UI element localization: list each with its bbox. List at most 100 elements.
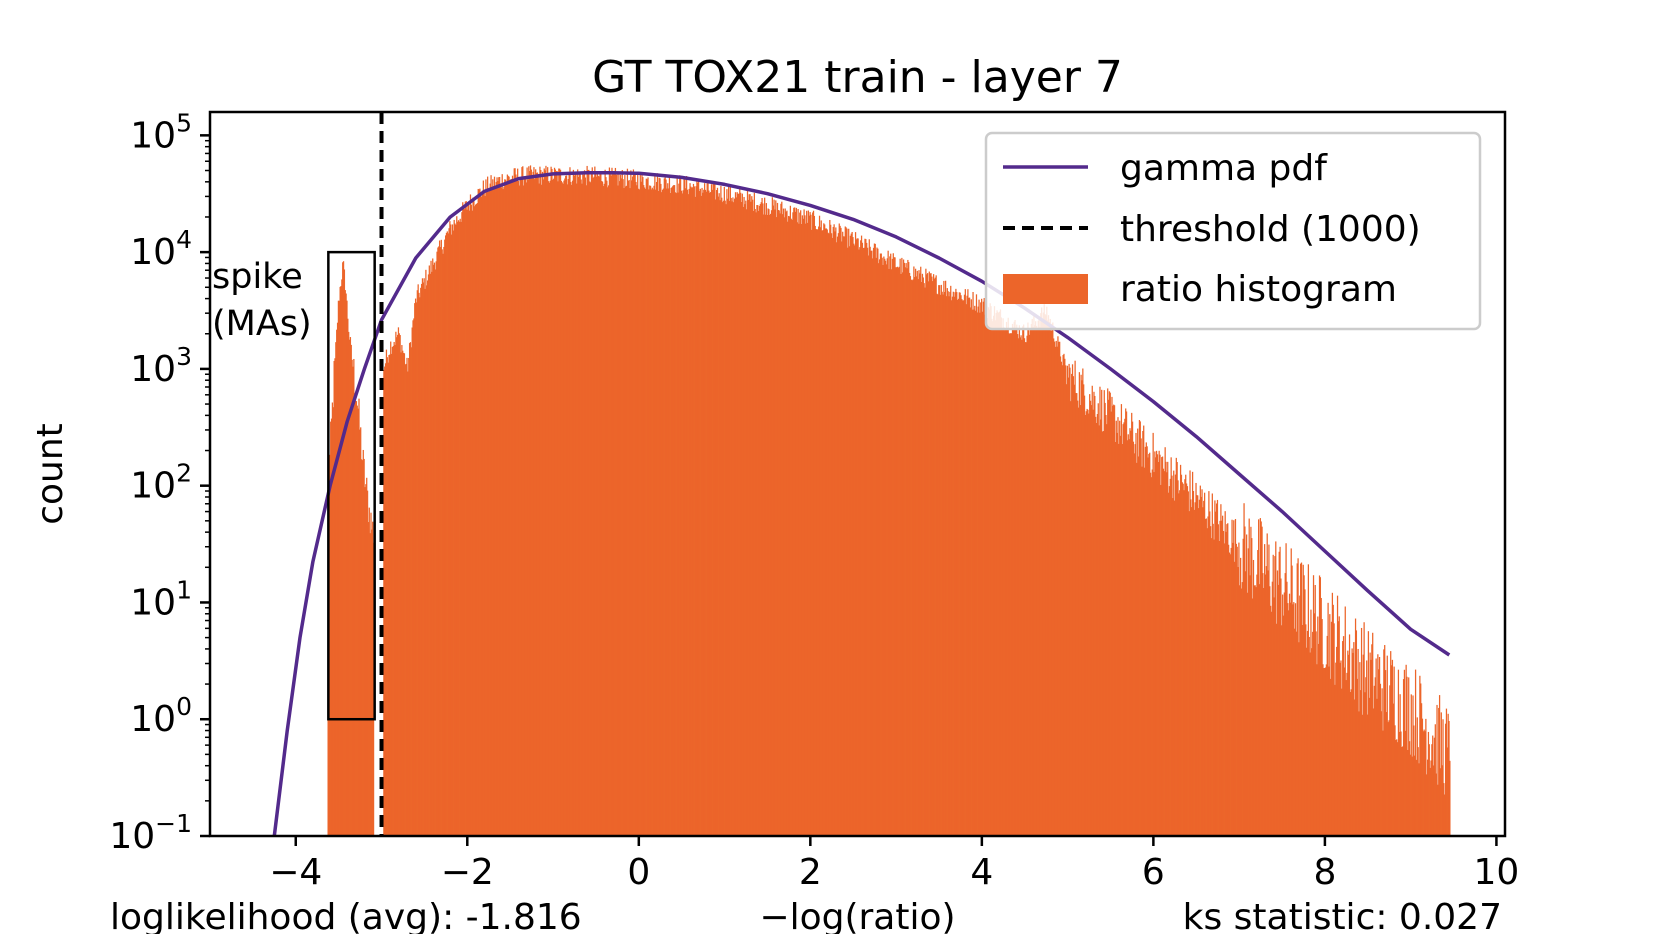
histogram-bar [1389, 685, 1391, 836]
histogram-bar [669, 193, 671, 836]
histogram-bar [1150, 477, 1153, 836]
histogram-bar [951, 296, 954, 836]
histogram-bar [395, 331, 397, 836]
histogram-bar [1335, 662, 1337, 836]
histogram-bar [725, 204, 727, 837]
histogram-bar [1056, 346, 1058, 836]
legend-histogram-label: ratio histogram [1120, 269, 1397, 310]
histogram-bar [909, 276, 912, 837]
histogram-bar [1409, 754, 1412, 836]
histogram-bar [1064, 358, 1066, 836]
histogram-bar [907, 259, 909, 836]
histogram-bar [1312, 631, 1314, 836]
histogram-bar [1346, 672, 1348, 836]
histogram-bar [1319, 577, 1322, 836]
histogram-bar [1168, 486, 1171, 836]
histogram-bar [655, 181, 658, 837]
histogram-bar [1119, 435, 1122, 836]
histogram-bar [724, 200, 726, 836]
histogram-bar [1374, 677, 1376, 836]
histogram-bar [499, 177, 501, 836]
histogram-bar [949, 291, 951, 836]
histogram-bar [1397, 669, 1400, 836]
histogram-bar [776, 217, 778, 836]
histogram-bar [1322, 664, 1324, 836]
histogram-bar [607, 185, 610, 836]
histogram-bar [1412, 695, 1414, 836]
histogram-bar [553, 167, 556, 836]
histogram-bar [1355, 630, 1358, 836]
histogram-bar [1378, 656, 1381, 836]
histogram-bar [1236, 546, 1238, 836]
histogram-bar [1294, 603, 1297, 836]
histogram-bar [595, 172, 597, 836]
histogram-bar [667, 183, 669, 837]
histogram-bar [834, 231, 836, 837]
histogram-bar [671, 187, 673, 836]
histogram-bar [944, 280, 947, 836]
histogram-bar [718, 193, 720, 836]
histogram-bar [544, 170, 546, 836]
histogram-bar [1384, 670, 1387, 836]
histogram-bar [1027, 322, 1029, 836]
histogram-bar [1225, 531, 1227, 836]
histogram-bar [1262, 573, 1264, 836]
histogram-bar [920, 266, 922, 837]
histogram-bar [1125, 408, 1127, 836]
histogram-bar [1270, 605, 1272, 836]
histogram-bar [538, 183, 540, 836]
histogram-bar [453, 219, 455, 837]
histogram-bar [517, 168, 519, 837]
histogram-bar [525, 182, 527, 836]
histogram-bar [721, 197, 723, 836]
histogram-bar [736, 192, 738, 836]
histogram-bar [1169, 478, 1171, 836]
histogram-bar [511, 175, 514, 836]
histogram-bar [595, 176, 598, 837]
histogram-bar [1104, 402, 1106, 836]
histogram-bar [1315, 631, 1317, 836]
histogram-bar [493, 176, 496, 836]
histogram-bar [985, 307, 987, 837]
histogram-bar [1001, 327, 1003, 836]
histogram-bar [367, 522, 370, 836]
histogram-bar [1125, 411, 1128, 836]
histogram-bar [977, 306, 979, 836]
histogram-bar [684, 179, 686, 836]
histogram-bar [964, 289, 966, 837]
histogram-bar [1233, 520, 1235, 836]
histogram-bar [584, 177, 587, 836]
histogram-bar [633, 173, 635, 836]
histogram-bar [983, 298, 985, 836]
histogram-bar [1187, 491, 1189, 836]
histogram-bar [656, 173, 659, 837]
histogram-bar [412, 320, 414, 836]
histogram-bar [757, 205, 759, 837]
histogram-bar [1345, 680, 1347, 836]
histogram-bar [890, 253, 892, 836]
histogram-bar [1017, 334, 1019, 836]
histogram-bar [1249, 575, 1251, 836]
histogram-bar [543, 168, 545, 837]
histogram-bar [553, 178, 555, 836]
histogram-bar [1200, 496, 1202, 836]
histogram-bar [993, 306, 996, 836]
histogram-bar [1066, 365, 1069, 836]
histogram-bar [330, 421, 332, 836]
histogram-bar [591, 167, 593, 837]
histogram-bar [996, 310, 998, 837]
histogram-bar [1265, 566, 1267, 836]
histogram-bar [765, 203, 767, 836]
histogram-bar [384, 366, 386, 836]
histogram-bar [1214, 500, 1216, 836]
histogram-bar [703, 189, 705, 836]
histogram-bar [1203, 500, 1205, 836]
histogram-bar [1250, 526, 1252, 836]
histogram-bar [713, 181, 715, 836]
histogram-bar [1191, 507, 1193, 836]
histogram-bar [531, 175, 533, 837]
histogram-bar [822, 230, 824, 836]
histogram-bar [876, 247, 878, 836]
histogram-bar [1288, 610, 1290, 836]
histogram-bar [999, 309, 1002, 836]
